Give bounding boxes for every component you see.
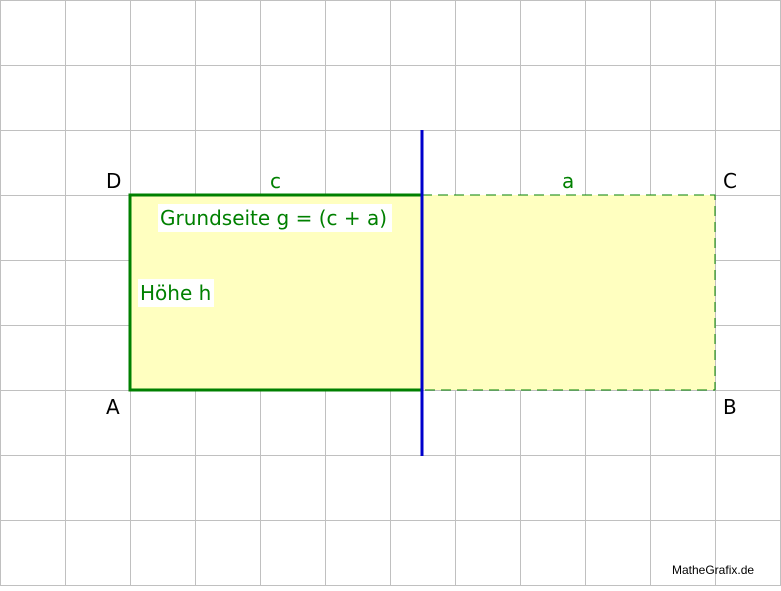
solid-outline <box>128 193 422 392</box>
side-label-c: c <box>270 169 281 193</box>
base-label-bg <box>158 204 392 232</box>
side-label-a: a <box>562 169 574 193</box>
base-label: Grundseite g = (c + a) <box>160 206 387 230</box>
point-label-c: C <box>723 169 737 193</box>
point-label-d: D <box>106 169 121 193</box>
height-label-bg <box>138 279 214 307</box>
dashed-outline <box>422 194 716 391</box>
point-label-b: B <box>723 395 737 419</box>
point-label-a: A <box>106 395 120 419</box>
height-label: Höhe h <box>140 281 211 305</box>
credit-text: MatheGrafix.de <box>672 563 754 577</box>
